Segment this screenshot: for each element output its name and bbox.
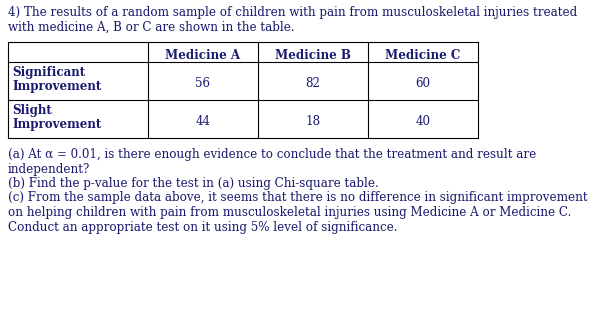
Text: 44: 44 — [195, 115, 211, 128]
Text: 40: 40 — [416, 115, 430, 128]
Text: (a) At α = 0.01, is there enough evidence to conclude that the treatment and res: (a) At α = 0.01, is there enough evidenc… — [8, 148, 536, 161]
Text: 4) The results of a random sample of children with pain from musculoskeletal inj: 4) The results of a random sample of chi… — [8, 6, 577, 19]
Text: Improvement: Improvement — [12, 80, 101, 93]
Text: Medicine C: Medicine C — [385, 49, 461, 62]
Text: Improvement: Improvement — [12, 118, 101, 131]
Text: (c) From the sample data above, it seems that there is no difference in signific: (c) From the sample data above, it seems… — [8, 192, 588, 205]
Text: 18: 18 — [305, 115, 320, 128]
Text: independent?: independent? — [8, 163, 90, 175]
Text: (b) Find the p-value for the test in (a) using Chi-square table.: (b) Find the p-value for the test in (a)… — [8, 177, 379, 190]
Text: 60: 60 — [416, 77, 430, 90]
Text: Medicine B: Medicine B — [275, 49, 351, 62]
Text: Slight: Slight — [12, 104, 52, 117]
Text: Medicine A: Medicine A — [166, 49, 240, 62]
Text: 82: 82 — [305, 77, 320, 90]
Text: on helping children with pain from musculoskeletal injuries using Medicine A or : on helping children with pain from muscu… — [8, 206, 571, 219]
Text: with medicine A, B or C are shown in the table.: with medicine A, B or C are shown in the… — [8, 21, 294, 34]
Text: Significant: Significant — [12, 66, 85, 79]
Text: Conduct an appropriate test on it using 5% level of significance.: Conduct an appropriate test on it using … — [8, 220, 398, 234]
Text: 56: 56 — [195, 77, 211, 90]
